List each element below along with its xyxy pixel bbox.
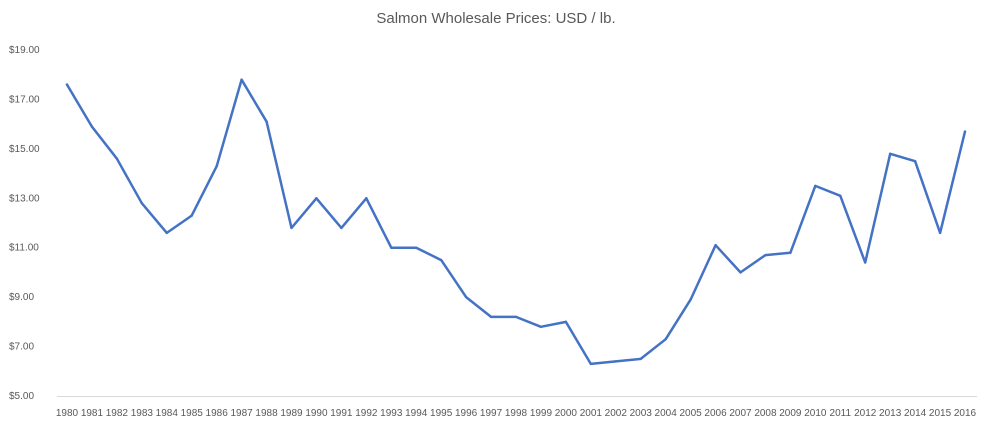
x-tick-label: 2014 — [904, 408, 927, 419]
data-point — [165, 231, 168, 235]
y-tick-label: $7.00 — [9, 342, 34, 353]
data-point — [664, 337, 667, 341]
data-point — [65, 83, 69, 86]
data-point — [315, 197, 318, 200]
data-point — [90, 125, 94, 128]
data-point — [963, 130, 967, 133]
x-tick-label: 2016 — [954, 408, 977, 419]
x-tick-label: 1996 — [455, 408, 478, 419]
x-tick-label: 1986 — [206, 408, 229, 419]
x-tick-label: 1998 — [505, 408, 528, 419]
x-tick-label: 1994 — [405, 408, 428, 419]
data-point — [190, 214, 193, 217]
x-tick-label: 1988 — [255, 408, 278, 419]
data-point — [514, 315, 518, 319]
x-tick-label: 2013 — [879, 408, 902, 419]
data-point — [365, 197, 368, 200]
data-point — [215, 164, 218, 168]
data-point — [789, 251, 792, 254]
series-line — [65, 78, 967, 366]
x-tick-label: 2005 — [679, 408, 702, 419]
data-point — [390, 246, 393, 249]
x-tick-label: 2011 — [830, 408, 852, 419]
data-point — [539, 325, 543, 328]
data-point — [864, 261, 867, 264]
x-tick-label: 2003 — [630, 408, 653, 419]
x-tick-label: 2007 — [729, 408, 752, 419]
data-point — [888, 152, 892, 155]
y-tick-label: $11.00 — [9, 243, 39, 254]
x-tick-label: 1981 — [81, 408, 104, 419]
data-point — [240, 78, 243, 81]
x-tick-label: 1984 — [156, 408, 179, 419]
y-tick-label: $19.00 — [9, 45, 40, 56]
x-tick-label: 2004 — [655, 408, 678, 419]
y-tick-label: $17.00 — [9, 94, 40, 105]
x-tick-label: 1997 — [480, 408, 503, 419]
x-tick-label: 1983 — [131, 408, 154, 419]
x-tick-label: 2012 — [854, 408, 877, 419]
x-tick-label: 2010 — [804, 408, 827, 419]
data-point — [714, 244, 717, 247]
x-tick-label: 2006 — [704, 408, 727, 419]
y-tick-label: $5.00 — [9, 391, 34, 402]
x-tick-label: 1990 — [305, 408, 328, 419]
data-point — [489, 315, 493, 319]
data-point — [614, 360, 617, 363]
data-point — [464, 295, 468, 299]
data-point — [839, 194, 842, 198]
x-tick-label: 2015 — [929, 408, 952, 419]
x-tick-label: 1985 — [181, 408, 204, 419]
data-point — [439, 258, 443, 262]
x-tick-label: 1991 — [330, 408, 353, 419]
data-point — [564, 320, 568, 324]
data-point — [589, 362, 593, 366]
data-point — [340, 226, 343, 230]
y-tick-label: $15.00 — [9, 144, 40, 155]
data-point — [639, 357, 642, 361]
x-tick-label: 2008 — [754, 408, 777, 419]
data-point — [265, 120, 268, 123]
x-tick-label: 2001 — [580, 408, 603, 419]
data-point — [764, 253, 767, 257]
chart-title: Salmon Wholesale Prices: USD / lb. — [376, 10, 616, 27]
data-point — [913, 160, 917, 163]
data-point — [115, 157, 119, 160]
data-point — [140, 202, 144, 205]
x-tick-label: 1980 — [56, 408, 79, 419]
data-point — [290, 226, 293, 230]
x-tick-label: 1993 — [380, 408, 403, 419]
x-tick-label: 1995 — [430, 408, 453, 419]
data-point — [814, 184, 817, 188]
y-tick-label: $13.00 — [9, 193, 40, 204]
data-point — [689, 298, 692, 301]
data-point — [739, 271, 742, 274]
x-tick-label: 2000 — [555, 408, 578, 419]
x-tick-label: 1999 — [530, 408, 553, 419]
x-tick-label: 1989 — [280, 408, 303, 419]
x-tick-label: 1987 — [230, 408, 253, 419]
x-tick-label: 2002 — [605, 408, 628, 419]
x-tick-label: 1982 — [106, 408, 129, 419]
y-tick-label: $9.00 — [9, 292, 34, 303]
data-point — [938, 231, 942, 235]
x-tick-label: 2009 — [779, 408, 802, 419]
data-point — [415, 246, 418, 249]
x-tick-label: 1992 — [355, 408, 378, 419]
